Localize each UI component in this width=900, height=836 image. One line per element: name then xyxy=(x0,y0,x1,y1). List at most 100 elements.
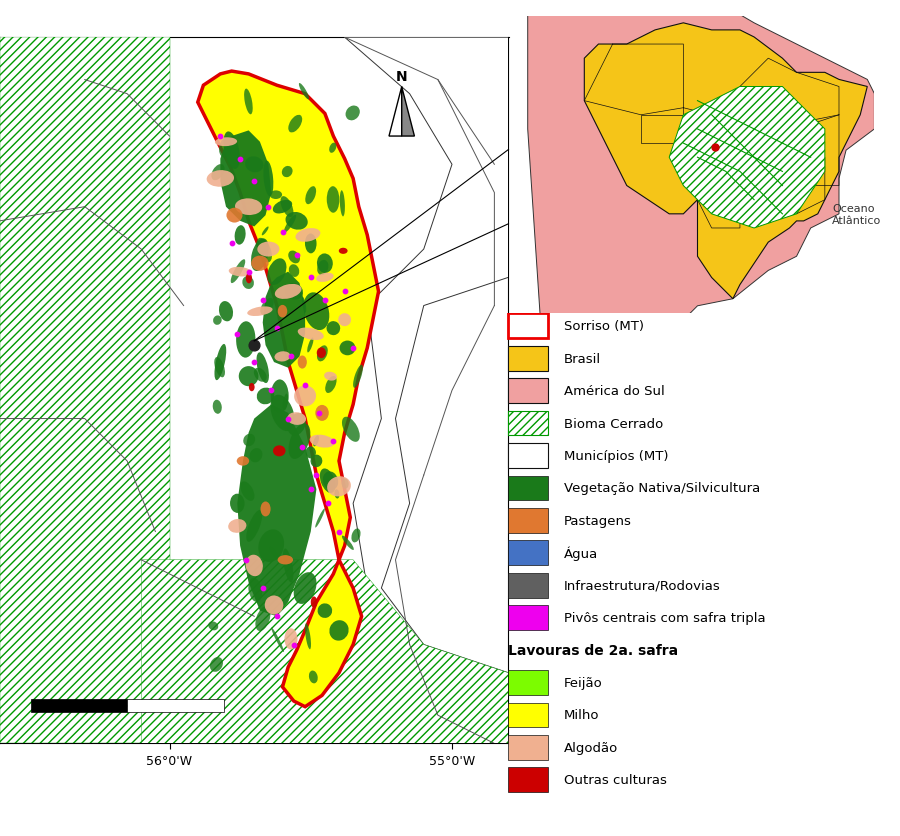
Ellipse shape xyxy=(327,187,339,213)
Ellipse shape xyxy=(214,358,225,378)
Ellipse shape xyxy=(249,448,263,463)
Point xyxy=(247,356,261,370)
Ellipse shape xyxy=(210,657,223,672)
Ellipse shape xyxy=(295,229,320,242)
Polygon shape xyxy=(584,23,868,299)
Ellipse shape xyxy=(258,530,284,563)
Ellipse shape xyxy=(249,384,255,392)
Ellipse shape xyxy=(302,298,306,314)
Text: Pivôs centrais com safra tripla: Pivôs centrais com safra tripla xyxy=(563,611,765,624)
Ellipse shape xyxy=(294,386,316,407)
Ellipse shape xyxy=(338,314,351,327)
Ellipse shape xyxy=(214,344,226,380)
Ellipse shape xyxy=(329,620,348,641)
Ellipse shape xyxy=(346,106,360,121)
Point xyxy=(298,379,312,392)
Ellipse shape xyxy=(309,670,318,684)
Ellipse shape xyxy=(305,234,317,254)
Point xyxy=(284,350,298,364)
Ellipse shape xyxy=(240,482,255,502)
FancyBboxPatch shape xyxy=(508,444,547,468)
Ellipse shape xyxy=(306,446,316,459)
Text: Infraestrutura/Rodovias: Infraestrutura/Rodovias xyxy=(563,579,720,592)
Ellipse shape xyxy=(271,395,294,431)
Ellipse shape xyxy=(212,400,221,415)
Ellipse shape xyxy=(251,257,268,272)
Ellipse shape xyxy=(299,84,309,100)
Point xyxy=(326,435,340,448)
Ellipse shape xyxy=(324,372,337,381)
Point xyxy=(346,342,360,355)
Polygon shape xyxy=(670,88,824,229)
Text: N: N xyxy=(396,70,408,84)
Text: América do Sul: América do Sul xyxy=(563,385,664,398)
Polygon shape xyxy=(263,273,305,368)
Ellipse shape xyxy=(254,369,266,382)
Ellipse shape xyxy=(251,239,269,272)
Ellipse shape xyxy=(243,434,255,446)
Ellipse shape xyxy=(293,573,317,604)
Ellipse shape xyxy=(317,254,333,273)
Text: Milho: Milho xyxy=(563,709,599,721)
Point xyxy=(281,412,295,426)
Ellipse shape xyxy=(288,115,302,133)
FancyBboxPatch shape xyxy=(508,379,547,404)
Point xyxy=(264,384,278,397)
Ellipse shape xyxy=(208,622,218,630)
Point xyxy=(270,610,284,624)
Ellipse shape xyxy=(271,628,284,652)
Point xyxy=(256,582,270,595)
Ellipse shape xyxy=(274,284,302,299)
Ellipse shape xyxy=(287,413,306,426)
Ellipse shape xyxy=(317,346,328,362)
Text: 50 km: 50 km xyxy=(206,686,241,696)
Ellipse shape xyxy=(284,284,303,300)
Ellipse shape xyxy=(230,260,245,283)
Ellipse shape xyxy=(317,348,326,359)
Ellipse shape xyxy=(207,171,234,187)
Polygon shape xyxy=(0,38,169,743)
Text: 25: 25 xyxy=(120,686,134,696)
Ellipse shape xyxy=(260,502,271,517)
Ellipse shape xyxy=(278,305,287,319)
Ellipse shape xyxy=(284,216,296,233)
Ellipse shape xyxy=(256,388,274,405)
Ellipse shape xyxy=(273,201,292,214)
FancyBboxPatch shape xyxy=(508,735,547,760)
Text: Algodão: Algodão xyxy=(563,741,617,754)
Point xyxy=(310,469,324,482)
Ellipse shape xyxy=(213,316,221,325)
Ellipse shape xyxy=(256,353,269,384)
Ellipse shape xyxy=(353,365,363,388)
Ellipse shape xyxy=(270,548,279,560)
Text: Sorriso (MT): Sorriso (MT) xyxy=(563,320,644,333)
FancyBboxPatch shape xyxy=(508,411,547,436)
Ellipse shape xyxy=(327,322,340,336)
Ellipse shape xyxy=(317,261,328,276)
Ellipse shape xyxy=(338,248,347,255)
Ellipse shape xyxy=(246,555,263,577)
Ellipse shape xyxy=(285,212,308,231)
Ellipse shape xyxy=(310,436,335,448)
Ellipse shape xyxy=(298,356,307,370)
Polygon shape xyxy=(220,131,271,227)
Ellipse shape xyxy=(269,191,282,200)
Ellipse shape xyxy=(289,424,310,459)
Ellipse shape xyxy=(287,414,306,436)
Ellipse shape xyxy=(230,494,245,513)
Ellipse shape xyxy=(264,161,274,197)
Ellipse shape xyxy=(248,579,262,602)
Ellipse shape xyxy=(215,138,237,147)
Ellipse shape xyxy=(273,446,285,456)
Ellipse shape xyxy=(335,490,339,499)
Ellipse shape xyxy=(242,277,254,289)
Ellipse shape xyxy=(227,208,242,223)
Ellipse shape xyxy=(274,352,291,362)
Text: Feijão: Feijão xyxy=(563,676,602,689)
FancyBboxPatch shape xyxy=(508,476,547,501)
Point xyxy=(241,266,256,279)
Ellipse shape xyxy=(315,405,328,421)
Polygon shape xyxy=(401,88,414,137)
FancyBboxPatch shape xyxy=(508,703,547,727)
Ellipse shape xyxy=(248,307,273,317)
